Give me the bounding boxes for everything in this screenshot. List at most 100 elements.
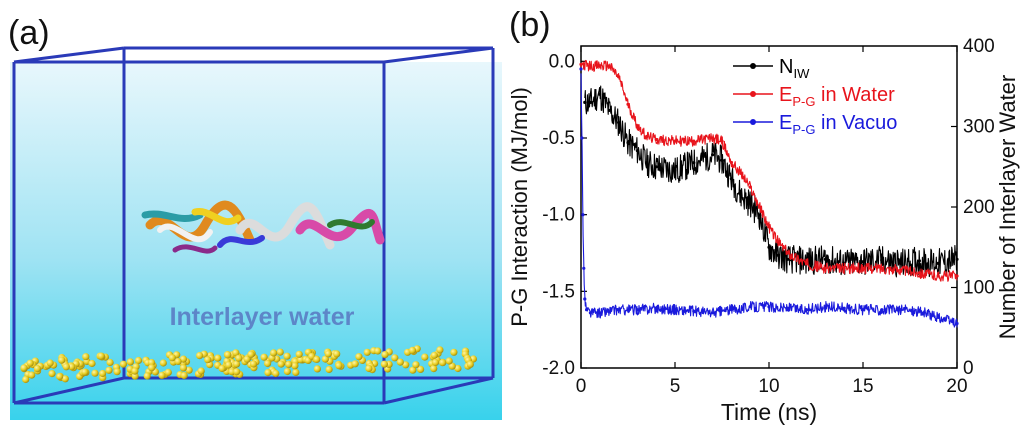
series-point-1 [748,185,752,189]
series-point-0 [598,92,602,96]
graphene-atom [20,364,28,372]
panel-a-label: (a) [8,14,50,52]
graphene-atom [134,356,143,365]
series-point-1 [899,268,903,272]
graphene-atom [197,367,205,375]
panel-b: (b) 0 5 10 15 20 0.0 -0.5 -1.0 -1.5 -2.0 400 300 200… [505,0,1025,430]
graphene-atom [61,375,69,383]
series-point-1 [598,64,602,68]
y2-axis-label: Number of Interlayer Water [995,75,1020,340]
graphene-atom [106,358,114,367]
graphene-atom [412,361,420,369]
series-point-1 [635,124,639,128]
series-point-1 [579,62,583,66]
graphene-atom [285,360,293,368]
graphene-atom [454,364,462,373]
graphene-atom [374,347,382,355]
graphene-atom [81,368,89,376]
series-point-2 [588,311,592,315]
graphene-atom [321,355,329,363]
graphene-atom [113,368,121,376]
panel-a: (a) [0,0,505,430]
series-point-1 [767,225,771,229]
graphene-atom [249,360,258,368]
graphene-atom [91,369,99,377]
series-point-0 [955,257,959,261]
x-tick-label: 20 [946,376,967,397]
graphene-sheet [20,345,477,384]
x-axis-label: Time (ns) [721,399,817,425]
series-point-0 [607,108,611,112]
graphene-atom [264,369,272,377]
graphene-atom [421,353,429,361]
series-point-0 [635,149,639,153]
graphene-atom [46,359,54,367]
series-point-0 [776,253,780,257]
chart: 0 5 10 15 20 0.0 -0.5 -1.0 -1.5 -2.0 400 300 200 100 0… [507,36,1020,425]
graphene-atom [402,361,410,369]
graphene-atom [430,365,438,373]
graphene-atom [56,372,64,381]
series-point-0 [748,201,752,205]
graphene-atom [22,375,30,384]
graphene-atom [159,359,167,367]
series-point-1 [805,262,809,266]
graphene-atom [218,364,226,373]
series-point-2 [654,306,658,310]
graphene-atom [436,346,444,354]
series-point-1 [776,240,780,244]
graphene-atom [409,366,417,374]
simulation-image: Interlayer water [10,46,502,420]
graphene-atom [466,360,474,368]
series-point-2 [823,305,827,309]
series-point-2 [899,308,903,312]
legend-label: EP-G in Vacuo [779,112,897,137]
y-axis-label: P-G Interaction (MJ/mol) [507,87,532,327]
graphene-atom [148,359,156,367]
x-tick-label: 10 [758,376,779,397]
series-point-0 [758,213,762,217]
y-tick-label: -0.5 [542,128,575,149]
graphene-atom [185,366,193,374]
graphene-atom [225,361,233,369]
graphene-atom [143,372,151,380]
series-point-1 [720,139,724,143]
graphene-atom [292,368,300,376]
graphene-atom [381,351,389,359]
series-point-1 [842,266,846,270]
series-point-2 [767,305,771,309]
y-tick-label: 0.0 [549,51,575,72]
graphene-atom [119,360,127,368]
series-point-2 [617,308,621,312]
series-point-0 [861,260,865,264]
graphene-atom [179,364,187,372]
graphene-atom [291,362,299,370]
series-point-2 [917,309,921,313]
series-point-0 [936,261,940,265]
series-point-0 [786,257,790,261]
series-point-0 [917,259,921,263]
graphene-atom [88,359,96,368]
graphene-atom [324,350,332,358]
graphene-atom [431,358,440,367]
y-tick-label: -1.0 [542,205,575,226]
series-point-1 [654,137,658,142]
graphene-atom [224,351,232,359]
series-point-0 [617,120,621,125]
series-line-1 [580,59,958,282]
y2-tick-label: 100 [963,278,995,299]
series-point-1 [758,205,762,209]
graphene-atom [417,365,425,373]
series-point-2 [598,311,602,315]
series-point-0 [654,165,658,169]
graphene-atom [196,352,204,360]
graphene-atom [270,349,278,357]
interlayer-water-label: Interlayer water [170,303,355,331]
graphene-atom [445,357,453,365]
panel-b-label: (b) [509,6,551,44]
graphene-atom [180,371,188,380]
legend: NIW EP-G in Water EP-G in Vacuo [733,56,897,137]
graphene-atom [408,346,417,354]
series-point-0 [739,193,743,197]
legend-label: EP-G in Water [779,84,895,109]
